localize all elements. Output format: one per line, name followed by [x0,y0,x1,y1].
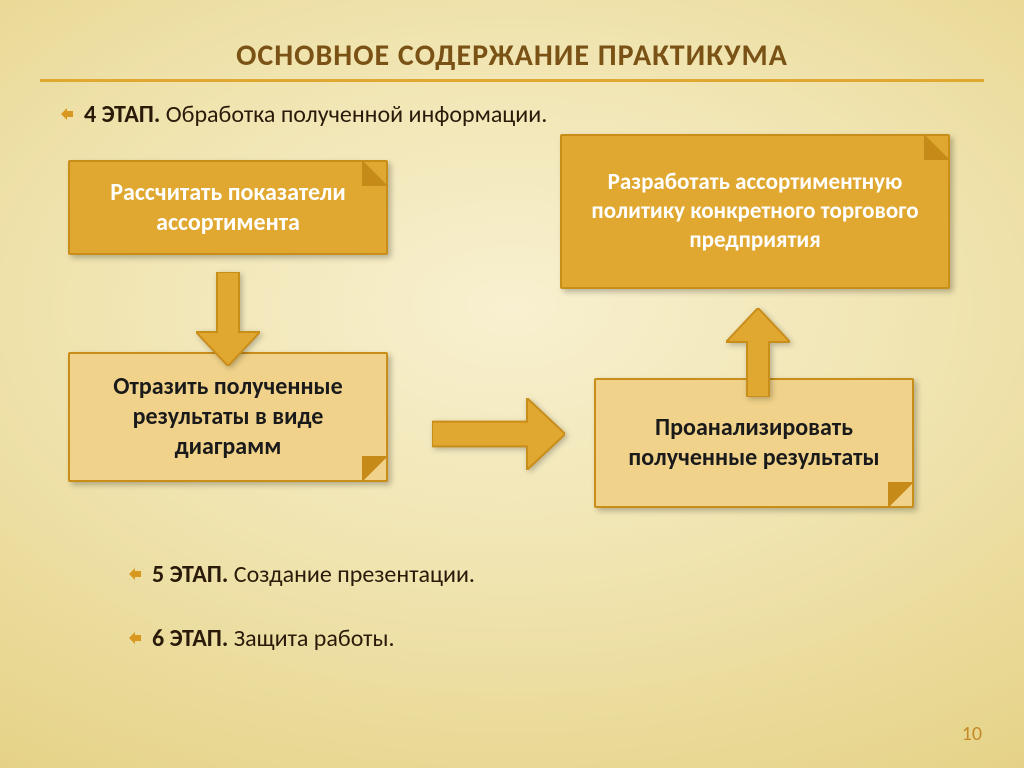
arrow-right-icon [432,398,565,470]
bullet-stage6: 6 ЭТАП. Защита работы. [128,624,395,653]
corner-cut-icon [924,134,950,160]
flow-node-label: Проанализировать полученные результаты [606,413,902,473]
flow-node-n2: Разработать ассортиментную политику конк… [560,134,950,289]
slide: ОСНОВНОЕ СОДЕРЖАНИЕ ПРАКТИКУМА 4 ЭТАП. О… [0,0,1024,768]
flow-node-n1: Рассчитать показатели ассортимента [68,160,388,255]
bullet-text: 6 ЭТАП. Защита работы. [152,624,395,653]
bullet-icon [128,567,142,581]
title-bar: ОСНОВНОЕ СОДЕРЖАНИЕ ПРАКТИКУМА [40,32,984,82]
bullet-stage5: 5 ЭТАП. Создание презентации. [128,560,475,589]
flow-node-label: Отразить полученные результаты в виде ди… [80,372,376,462]
page-number: 10 [962,722,982,746]
flow-node-label: Разработать ассортиментную политику конк… [572,168,938,254]
bullet-icon [128,631,142,645]
corner-cut-icon [362,456,388,482]
page-title: ОСНОВНОЕ СОДЕРЖАНИЕ ПРАКТИКУМА [236,37,788,74]
corner-cut-icon [888,482,914,508]
flow-node-label: Рассчитать показатели ассортимента [80,178,376,238]
bullet-text: 4 ЭТАП. Обработка полученной информации. [84,100,547,129]
flow-node-n4: Проанализировать полученные результаты [594,378,914,508]
arrow-up-icon [726,308,790,397]
flow-node-n3: Отразить полученные результаты в виде ди… [68,352,388,482]
bullet-icon [60,107,74,121]
arrow-down-icon [196,272,260,366]
corner-cut-icon [362,160,388,186]
bullet-text: 5 ЭТАП. Создание презентации. [152,560,475,589]
bullet-stage4: 4 ЭТАП. Обработка полученной информации. [60,100,547,129]
